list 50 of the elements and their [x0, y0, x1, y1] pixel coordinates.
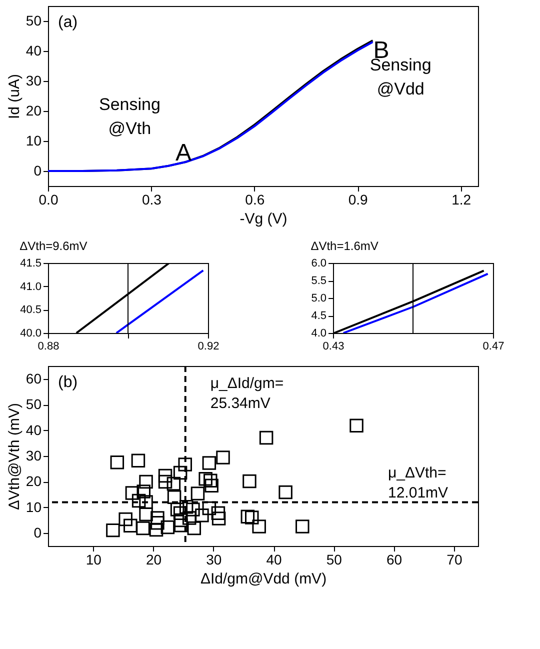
y-tick-label: 6.0 — [311, 258, 326, 270]
y-tick-label: 40.0 — [20, 328, 42, 340]
x-tick-label: 20 — [146, 552, 162, 568]
y-tick-label: 5.0 — [311, 292, 326, 304]
y-tick-label: 4.0 — [311, 328, 326, 340]
y-tick-label: 0 — [34, 524, 42, 541]
y-tick-label: 4.5 — [311, 310, 326, 322]
chart-title: ΔVth=9.6mV — [20, 239, 88, 253]
y-tick-label: 20 — [26, 102, 42, 118]
x-tick-label: 50 — [326, 552, 342, 568]
x-tick-label: 0.88 — [38, 340, 60, 352]
y-tick-label: 10 — [26, 498, 42, 515]
x-tick-label: 0.0 — [38, 192, 58, 208]
ref-line-label: μ_ΔId/gm= 25.34mV — [210, 375, 284, 412]
y-tick-label: 5.5 — [311, 275, 326, 287]
chart-title: ΔVth=1.6mV — [310, 239, 378, 253]
x-tick-label: 0.43 — [322, 340, 344, 352]
y-tick-label: 30 — [26, 448, 42, 464]
ref-line-label: μ_ΔVth= 12.01mV — [388, 464, 448, 502]
x-tick-label: 70 — [446, 552, 462, 568]
y-tick-label: 40 — [26, 42, 42, 58]
y-tick-label: 20 — [26, 473, 42, 490]
annotation: (b) — [58, 374, 78, 391]
y-tick-label: 30 — [26, 72, 42, 88]
y-tick-label: 40 — [26, 422, 42, 438]
y-tick-label: 60 — [26, 370, 42, 386]
y-tick-label: 50 — [26, 12, 42, 28]
annotation: A — [175, 140, 192, 167]
x-tick-label: 0.92 — [198, 340, 220, 352]
x-tick-label: 0.47 — [482, 340, 504, 352]
x-tick-label: 30 — [206, 552, 222, 568]
x-tick-label: 40 — [266, 552, 282, 568]
x-axis-title: ΔId/gm@Vdd (mV) — [200, 570, 327, 588]
x-tick-label: 10 — [86, 552, 102, 568]
y-tick-label: 40.5 — [20, 304, 42, 316]
y-axis-title: ΔVth@Vth (mV) — [6, 403, 23, 510]
y-tick-label: 10 — [26, 132, 42, 148]
x-tick-label: 0.6 — [245, 192, 265, 208]
y-tick-label: 50 — [26, 396, 42, 412]
x-axis-title: -Vg (V) — [240, 210, 288, 228]
annotation: (a) — [58, 14, 78, 31]
annotation: Sensing @Vth — [98, 95, 160, 138]
y-tick-label: 0 — [34, 162, 42, 178]
y-tick-label: 41.5 — [20, 258, 42, 270]
x-tick-label: 60 — [386, 552, 402, 568]
y-tick-label: 41.0 — [20, 280, 42, 293]
x-tick-label: 0.3 — [142, 192, 162, 208]
x-tick-label: 0.9 — [348, 192, 368, 208]
y-axis-title: Id (uA) — [6, 74, 23, 120]
x-tick-label: 1.2 — [452, 192, 472, 208]
